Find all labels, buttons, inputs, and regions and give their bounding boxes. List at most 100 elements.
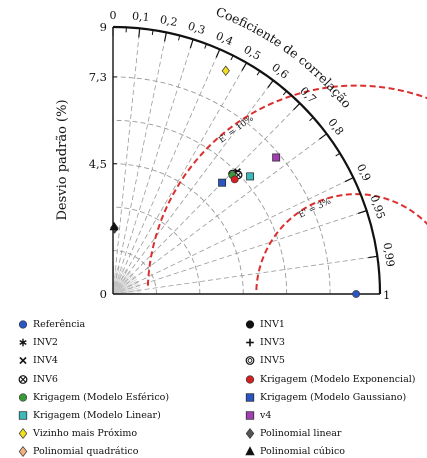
legend-marker xyxy=(16,391,30,404)
point-v4 xyxy=(273,154,280,161)
legend-marker-shape-part xyxy=(19,429,27,439)
arc-major-tick xyxy=(242,63,247,71)
point-referencia-part xyxy=(353,290,360,297)
legend-item: v4 xyxy=(243,409,271,422)
legend-marker-shape xyxy=(19,375,27,383)
outer-arc xyxy=(113,27,380,294)
arc-major-tick xyxy=(216,49,220,57)
correlation-radial-line xyxy=(113,134,327,294)
legend-marker xyxy=(243,336,257,349)
x-end-label: 1 xyxy=(383,288,390,302)
legend-item: Referência xyxy=(16,318,85,331)
frame-layer xyxy=(113,27,380,294)
legend-label: INV5 xyxy=(260,355,285,366)
legend-marker-shape-part xyxy=(19,393,27,401)
legend-marker xyxy=(16,427,30,440)
arc-minor-tick xyxy=(283,91,286,95)
point-vizinho-mais-proximo xyxy=(222,66,229,75)
legend-item: INV3 xyxy=(243,336,285,349)
point-krigagem-modelo-exponencial xyxy=(231,176,238,183)
point-krigagem-modelo-exponencial-part xyxy=(231,176,238,183)
legend-marker xyxy=(16,445,30,458)
legend-marker-shape xyxy=(19,393,27,401)
correlation-tick-label: 0,3 xyxy=(186,20,207,38)
arc-major-tick xyxy=(358,211,367,214)
legend-marker-shape-part xyxy=(19,447,27,457)
legend-marker-shape-part xyxy=(246,321,254,329)
correlation-radial-line xyxy=(113,32,166,294)
legend-item: Krigagem (Modelo Esférico) xyxy=(16,391,169,404)
legend-marker xyxy=(243,391,257,404)
rmse-contour-label: E' = 10% xyxy=(217,114,255,146)
point-vizinho-mais-proximo-part xyxy=(222,66,229,75)
point-krigagem-modelo-linear xyxy=(246,173,253,180)
legend-label: v4 xyxy=(260,410,271,421)
arc-major-tick xyxy=(190,39,193,48)
arc-minor-tick xyxy=(310,117,314,120)
legend-marker xyxy=(16,336,30,349)
legend-marker xyxy=(16,409,30,422)
legend-item: Polinomial linear xyxy=(243,427,341,440)
rmse-contour xyxy=(256,194,427,290)
legend-marker-shape xyxy=(246,339,254,347)
legend-item: Polinomial cúbico xyxy=(243,445,345,458)
legend-marker-shape xyxy=(19,412,27,420)
legend-marker-shape xyxy=(20,339,27,347)
legend-label: Polinomial quadrático xyxy=(33,446,138,457)
legend-marker xyxy=(243,354,257,367)
legend-item: Krigagem (Modelo Exponencial) xyxy=(243,373,416,386)
legend-marker xyxy=(243,409,257,422)
y-axis-title: Desvio padrão (%) xyxy=(55,99,70,220)
correlation-tick-label: 0,2 xyxy=(159,13,179,29)
arc-minor-tick xyxy=(336,153,340,156)
legend-marker-shape xyxy=(246,412,254,420)
correlation-radial-line xyxy=(113,49,220,294)
legend-label: Krigagem (Modelo Esférico) xyxy=(33,392,169,403)
legend-marker xyxy=(243,427,257,440)
legend-item: INV4 xyxy=(16,354,58,367)
legend-marker xyxy=(243,373,257,386)
arc-minor-tick xyxy=(257,71,260,75)
legend-label: INV1 xyxy=(260,319,285,330)
legend-item: INV2 xyxy=(16,336,58,349)
point-v4-part xyxy=(273,154,280,161)
arc-minor-tick xyxy=(231,56,233,60)
legend-item: INV6 xyxy=(16,373,58,386)
arc-major-tick xyxy=(268,80,273,87)
legend-item: Krigagem (Modelo Linear) xyxy=(16,409,161,422)
legend-label: Referência xyxy=(33,319,85,330)
legend-marker xyxy=(243,318,257,331)
y-tick-label: 0 xyxy=(100,287,107,301)
correlation-tick-label: 0,9 xyxy=(354,162,373,183)
legend-marker xyxy=(16,318,30,331)
point-krigagem-modelo-gaussiano xyxy=(219,179,226,186)
legend-label: Krigagem (Modelo Linear) xyxy=(33,410,161,421)
legend-marker xyxy=(16,373,30,386)
legend-marker-shape xyxy=(246,357,254,365)
legend-marker-shape xyxy=(20,358,26,364)
legend-marker-shape xyxy=(246,393,254,401)
y-tick-label: 4,5 xyxy=(89,157,107,171)
legend-label: INV4 xyxy=(33,355,58,366)
legend-marker-shape xyxy=(246,375,254,383)
legend-marker-shape-part xyxy=(19,412,27,420)
point-krigagem-modelo-gaussiano-part xyxy=(219,179,226,186)
legend-marker-shape xyxy=(246,447,254,455)
legend-label: Polinomial cúbico xyxy=(260,446,345,457)
legend-item: Polinomial quadrático xyxy=(16,445,138,458)
legend-label: INV3 xyxy=(260,337,285,348)
legend-marker-shape-part xyxy=(246,429,254,439)
point-referencia xyxy=(353,290,360,297)
legend-item: INV1 xyxy=(243,318,285,331)
legend-marker-shape-part xyxy=(246,375,254,383)
legend-label: Krigagem (Modelo Gaussiano) xyxy=(260,392,406,403)
arc-major-tick xyxy=(319,134,326,139)
legend-marker-shape-part xyxy=(19,321,27,329)
arc-major-tick xyxy=(294,103,300,109)
correlation-tick-label: 0,5 xyxy=(241,43,263,63)
legend-label: Polinomial linear xyxy=(260,428,341,439)
correlation-tick-label: 0,4 xyxy=(214,29,235,48)
legend-item: Krigagem (Modelo Gaussiano) xyxy=(243,391,406,404)
legend-label: Krigagem (Modelo Exponencial) xyxy=(260,374,416,385)
legend-label: INV6 xyxy=(33,374,58,385)
